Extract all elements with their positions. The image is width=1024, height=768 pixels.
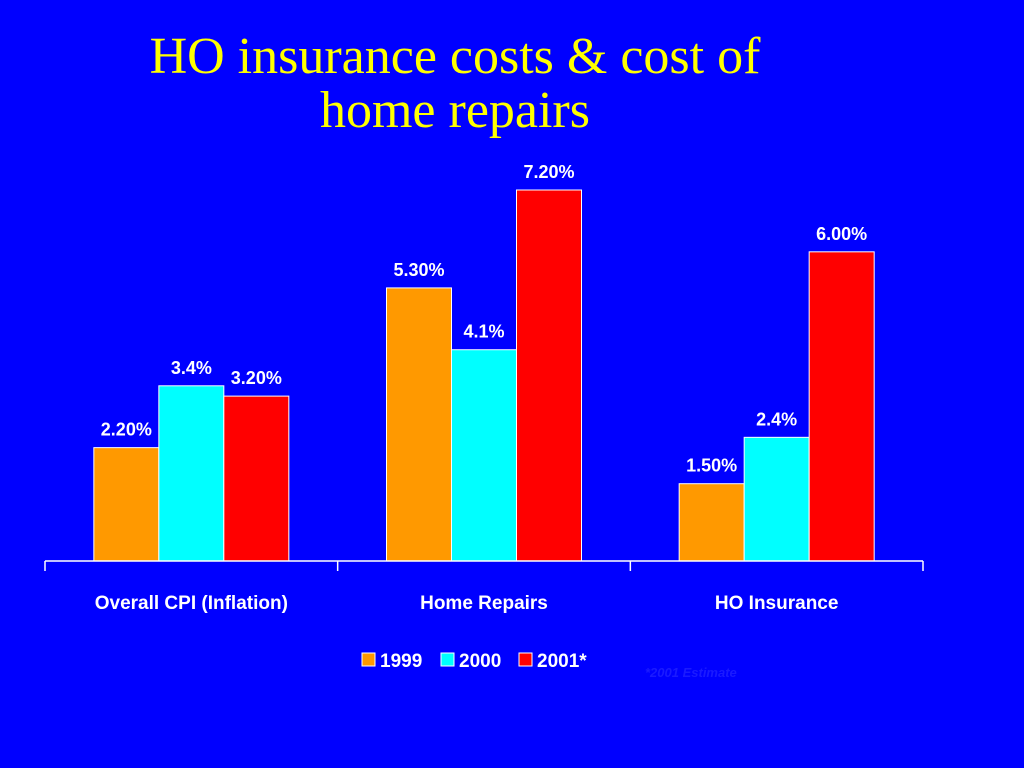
data-label: 6.00% <box>816 224 867 244</box>
legend-label: 2001* <box>537 651 587 672</box>
bar-2000-0 <box>158 385 225 562</box>
data-label: 1.50% <box>686 456 737 476</box>
title-line-1: HO insurance costs & cost of <box>149 28 761 85</box>
data-label: 2.20% <box>101 420 152 440</box>
legend-swatch-1999 <box>361 652 376 667</box>
bar-1999-1 <box>386 287 452 562</box>
x-tick-label: HO Insurance <box>715 593 839 614</box>
bar-2000-2 <box>743 436 810 562</box>
data-label: 7.20% <box>523 162 574 182</box>
data-label: 3.4% <box>171 358 212 378</box>
bar-2001-2 <box>808 251 875 562</box>
x-tick-label: Overall CPI (Inflation) <box>95 593 288 614</box>
bar-2001-0 <box>223 395 290 562</box>
slide-title: HO insurance costs & cost of home repair… <box>0 30 910 138</box>
data-label: 5.30% <box>393 260 444 280</box>
bar-2000-1 <box>451 349 517 562</box>
title-line-2: home repairs <box>319 82 590 139</box>
data-label: 3.20% <box>231 368 282 388</box>
data-label: 2.4% <box>756 409 797 429</box>
data-label: 4.1% <box>463 322 504 342</box>
bar-1999-2 <box>678 483 745 562</box>
bar-1999-0 <box>93 447 160 562</box>
legend-swatch-2001 <box>518 652 533 667</box>
legend-label: 1999 <box>380 651 422 672</box>
legend-label: 2000 <box>459 651 501 672</box>
footnote: *2001 Estimate <box>645 665 737 680</box>
legend-swatch-2000 <box>440 652 455 667</box>
x-tick-label: Home Repairs <box>420 593 548 614</box>
bar-2001-1 <box>516 189 582 562</box>
